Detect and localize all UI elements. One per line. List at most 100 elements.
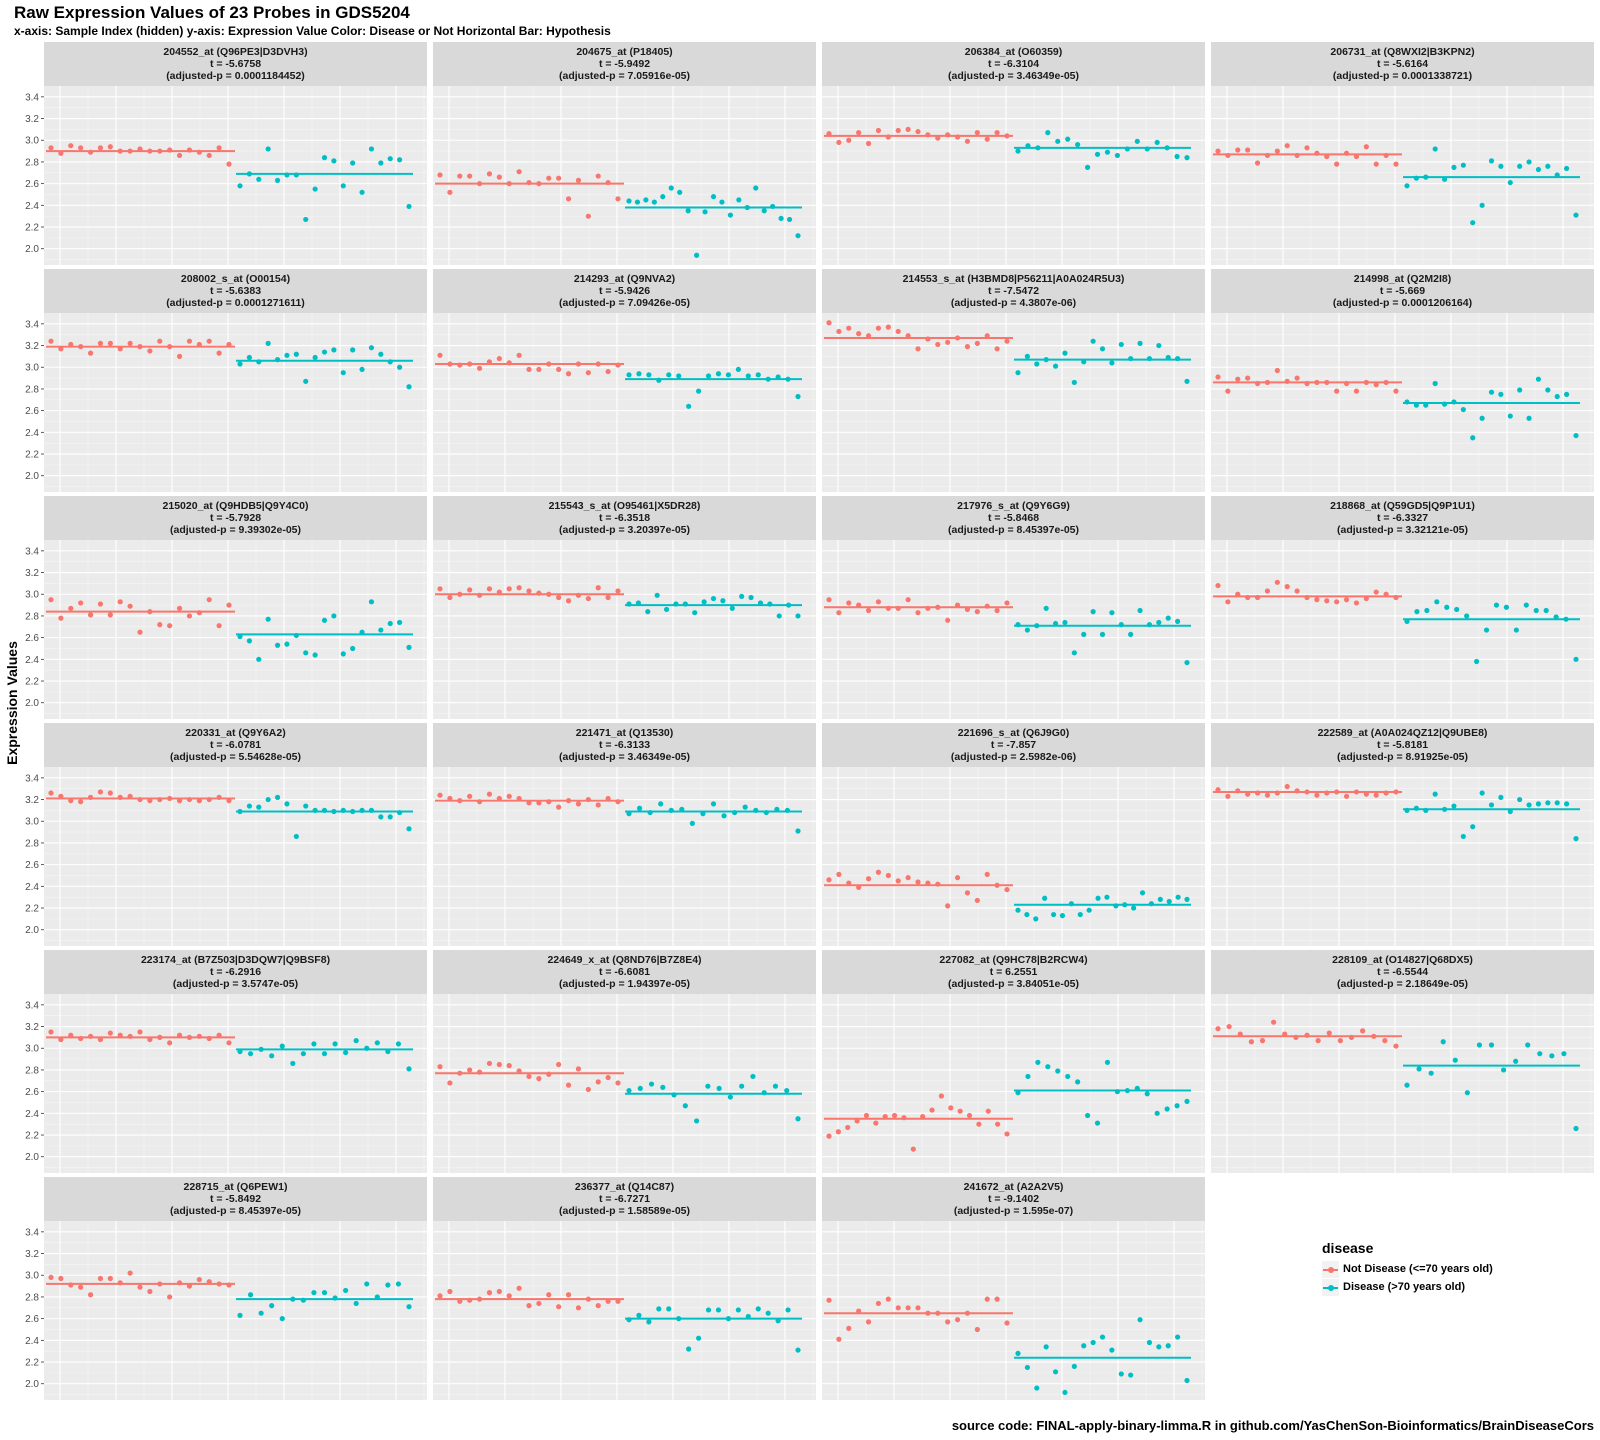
- point-disease: [1428, 1070, 1434, 1076]
- point-disease: [753, 807, 759, 813]
- point-not-disease: [575, 801, 582, 807]
- point-disease: [1099, 1334, 1106, 1340]
- point-disease: [705, 373, 712, 379]
- point-disease: [795, 393, 801, 400]
- point-not-disease: [915, 610, 921, 616]
- point-not-disease: [875, 325, 882, 331]
- point-not-disease: [615, 588, 621, 594]
- point-not-disease: [1271, 1019, 1277, 1025]
- point-not-disease: [1245, 375, 1251, 381]
- point-disease: [1156, 619, 1162, 626]
- point-not-disease: [196, 610, 202, 616]
- point-disease: [300, 1051, 306, 1057]
- point-disease: [1513, 627, 1519, 633]
- y-tick-label: 3.0: [25, 817, 39, 828]
- point-not-disease: [920, 1113, 926, 1120]
- point-not-disease: [196, 1033, 202, 1039]
- point-not-disease: [585, 370, 591, 376]
- point-not-disease: [585, 213, 591, 219]
- point-disease: [1452, 1057, 1458, 1063]
- point-disease: [343, 1287, 349, 1294]
- point-not-disease: [929, 1107, 935, 1113]
- point-not-disease: [935, 135, 941, 141]
- point-not-disease: [447, 189, 453, 195]
- point-disease: [626, 198, 632, 204]
- point-not-disease: [1382, 1038, 1388, 1044]
- point-not-disease: [117, 1280, 123, 1286]
- point-disease: [1094, 151, 1101, 157]
- point-not-disease: [1343, 150, 1350, 156]
- facet-adjusted-p: (adjusted-p = 3.20397e-05): [559, 524, 690, 536]
- facet-strip: [44, 950, 427, 994]
- point-disease: [312, 354, 318, 361]
- point-disease: [279, 1043, 285, 1049]
- point-disease: [397, 157, 403, 163]
- facet-adjusted-p: (adjusted-p = 2.5982e-06): [951, 751, 1076, 763]
- point-disease: [303, 378, 309, 384]
- point-not-disease: [137, 344, 143, 350]
- point-disease: [1473, 658, 1480, 665]
- point-disease: [1084, 164, 1091, 170]
- point-not-disease: [1324, 598, 1330, 604]
- point-disease: [397, 364, 403, 370]
- point-not-disease: [1254, 790, 1261, 796]
- point-disease: [1043, 605, 1049, 611]
- point-not-disease: [147, 609, 153, 615]
- facet-panel: [44, 767, 427, 946]
- point-not-disease: [964, 606, 971, 613]
- point-not-disease: [895, 1305, 901, 1311]
- point-not-disease: [856, 602, 862, 608]
- point-disease: [1440, 1039, 1446, 1045]
- facet-panel: [433, 1221, 816, 1400]
- point-not-disease: [147, 148, 153, 154]
- point-disease: [1451, 803, 1457, 809]
- point-disease: [1553, 614, 1559, 620]
- point-disease: [353, 1038, 359, 1044]
- point-not-disease: [556, 366, 562, 373]
- point-disease: [397, 619, 403, 626]
- point-disease: [1423, 402, 1429, 408]
- point-not-disease: [595, 585, 601, 591]
- point-disease: [1034, 1385, 1040, 1391]
- facet-t-stat: t = -6.2916: [210, 966, 261, 978]
- point-not-disease: [1304, 789, 1310, 795]
- point-disease: [1062, 619, 1068, 626]
- point-not-disease: [1393, 161, 1399, 167]
- y-tick-label: 3.4: [25, 92, 39, 103]
- point-not-disease: [97, 601, 104, 607]
- point-not-disease: [216, 1032, 222, 1038]
- point-disease: [1441, 176, 1448, 182]
- point-not-disease: [615, 196, 621, 202]
- point-not-disease: [565, 371, 572, 377]
- point-not-disease: [945, 1319, 951, 1325]
- point-not-disease: [526, 1073, 532, 1080]
- point-not-disease: [1326, 1030, 1332, 1036]
- facet-adjusted-p: (adjusted-p = 3.46349e-05): [948, 70, 1079, 82]
- point-not-disease: [157, 796, 163, 803]
- point-not-disease: [516, 795, 522, 802]
- point-not-disease: [575, 1305, 582, 1311]
- point-not-disease: [1360, 1028, 1366, 1034]
- point-disease: [1128, 631, 1134, 637]
- facet-probe-label: 214998_at (Q2M2I8): [1354, 273, 1451, 285]
- point-disease: [321, 1051, 328, 1057]
- point-not-disease: [865, 876, 872, 882]
- point-disease: [1043, 357, 1049, 363]
- point-not-disease: [595, 1303, 601, 1309]
- point-not-disease: [176, 1280, 183, 1286]
- facet-panel: [433, 540, 816, 719]
- point-disease: [1573, 432, 1579, 439]
- point-not-disease: [605, 594, 611, 601]
- point-not-disease: [48, 597, 54, 603]
- point-not-disease: [556, 175, 562, 181]
- point-not-disease: [915, 128, 921, 135]
- point-disease: [715, 1307, 722, 1313]
- point-not-disease: [605, 1074, 611, 1081]
- point-disease: [1414, 609, 1420, 615]
- point-not-disease: [196, 341, 202, 348]
- y-tick-label: 2.6: [25, 1314, 39, 1325]
- point-disease: [1062, 1389, 1068, 1396]
- point-not-disease: [1237, 1031, 1243, 1037]
- point-disease: [646, 1319, 652, 1325]
